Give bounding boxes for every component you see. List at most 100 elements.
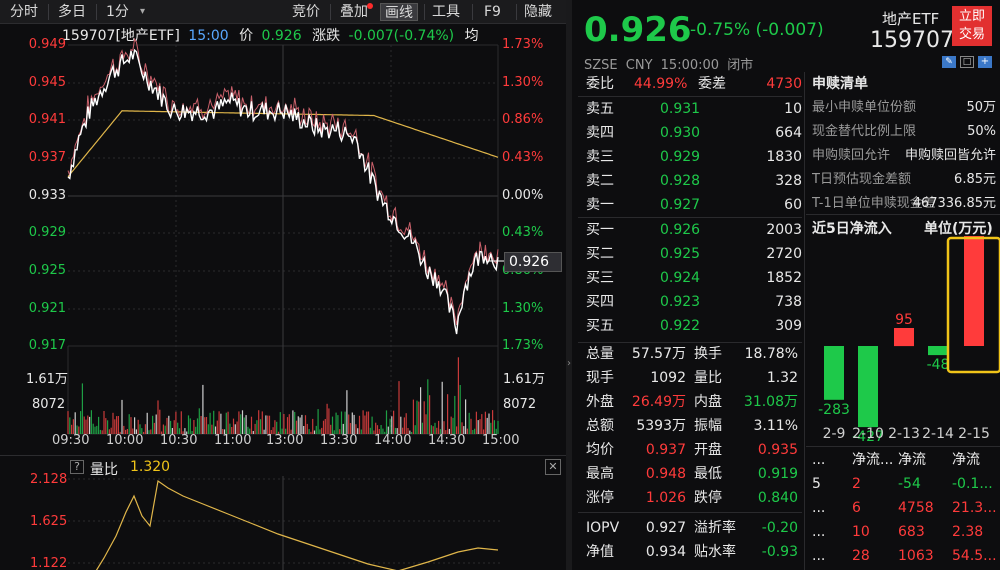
divider (578, 217, 802, 218)
ask-level-label: 卖一 (586, 197, 614, 213)
redemption-list: 申赎清单 最小申赎单位份额 50万 现金替代比例上限 50% 申购赎回允许 申购赎回皆允许… (812, 72, 1000, 216)
period-dropdown-icon[interactable]: ▾ (140, 6, 146, 17)
volume-bar (90, 410, 92, 434)
flow-cell: 6 (852, 500, 861, 516)
volume-bar (456, 426, 458, 434)
current-price-tag: 0.926 (504, 252, 562, 272)
ask-level-label: 卖二 (586, 173, 614, 189)
volume-bar (161, 431, 163, 434)
bid-volume: 2003 (766, 222, 802, 238)
volume-bar (231, 427, 233, 434)
volume-bar (105, 418, 107, 434)
overlay-button[interactable]: 叠加 (340, 4, 368, 20)
volume-bar (439, 429, 441, 434)
stat-value: -0.20 (761, 520, 798, 536)
volume-tick: 1.61万 (26, 372, 68, 387)
volume-bar (306, 423, 308, 434)
redemption-title: 申赎清单 (812, 76, 868, 92)
tab-multi-day[interactable]: 多日 (58, 4, 86, 20)
volume-bar (283, 414, 285, 434)
bid-row[interactable]: 买三 0.924 1852 (586, 266, 802, 290)
volume-bar (241, 410, 244, 434)
bid-volume: 738 (775, 294, 802, 310)
stat-label: 溢折率 (694, 520, 736, 536)
volume-ratio-label: 量比 (90, 462, 118, 478)
bid-row[interactable]: 买五 0.922 309 (586, 314, 802, 338)
volume-bar (135, 429, 137, 434)
help-icon[interactable]: ? (70, 460, 84, 474)
price-tick: 0.921 (28, 301, 66, 316)
volume-bar (317, 409, 319, 434)
volume-tick: 1.61万 (503, 372, 545, 387)
volume-bar (85, 419, 87, 434)
volume-bar (107, 420, 109, 434)
trade-now-button[interactable]: 立即 交易 (952, 6, 992, 46)
time-axis: 09:30 10:00 10:30 11:00 13:00 13:30 14:0… (0, 433, 566, 453)
chart-toolbar: 分时 多日 1分 ▾ 竞价 叠加 画线 工具 F9 隐藏 (0, 0, 566, 24)
collapse-arrow-icon[interactable]: › (567, 358, 571, 369)
volume-bar (74, 412, 76, 434)
volume-bar (173, 420, 175, 434)
time-tick: 11:00 (214, 433, 252, 448)
tab-1min[interactable]: 1分 (106, 4, 129, 20)
volume-bar (81, 383, 83, 434)
volume-bar (447, 394, 449, 434)
flow-cell: 2 (852, 476, 861, 492)
volume-bar (425, 414, 427, 434)
flow-cell: 21.3... (952, 500, 997, 516)
redemption-label: 最小申赎单位份额 (812, 100, 917, 115)
volume-bar (436, 427, 438, 434)
volume-bar (101, 430, 103, 434)
ask-price: 0.927 (660, 197, 701, 213)
ask-row[interactable]: 卖五 0.931 10 (586, 97, 802, 121)
volume-bar (427, 379, 429, 434)
volume-bar (277, 431, 280, 434)
volume-bar (292, 410, 294, 434)
redemption-row: 申购赎回允许 申购赎回皆允许 (812, 144, 996, 168)
bid-row[interactable]: 买一 0.926 2003 (586, 218, 802, 242)
flow-cell: 5 (812, 476, 821, 492)
redemption-value: 50万 (966, 100, 996, 115)
volume-bar (263, 429, 265, 434)
highlight-box (946, 236, 1000, 374)
wei-bi-label: 委比 (586, 76, 614, 92)
draw-line-button[interactable]: 画线 (380, 3, 418, 21)
hide-button[interactable]: 隐藏 (524, 4, 552, 20)
close-icon[interactable]: ✕ (545, 459, 561, 475)
tools-button[interactable]: 工具 (432, 4, 460, 20)
bid-row[interactable]: 买四 0.923 738 (586, 290, 802, 314)
auction-button[interactable]: 竞价 (292, 4, 320, 20)
volume-bar (261, 411, 263, 434)
ask-row[interactable]: 卖三 0.929 1830 (586, 145, 802, 169)
stat-label: 涨停 (586, 490, 614, 506)
bid-row[interactable]: 买二 0.925 2720 (586, 242, 802, 266)
volume-bar (256, 420, 258, 434)
stat-row: IOPV 0.927 溢折率 -0.20 (586, 516, 802, 540)
window-icon[interactable]: □ (960, 56, 974, 68)
intraday-chart[interactable] (0, 24, 566, 458)
edit-icon[interactable]: ✎ (942, 56, 956, 68)
ask-row[interactable]: 卖二 0.928 328 (586, 169, 802, 193)
ask-row[interactable]: 卖一 0.927 60 (586, 193, 802, 217)
percent-tick: 0.86% (502, 112, 544, 127)
stat-label: 跌停 (694, 490, 722, 506)
tab-intraday[interactable]: 分时 (10, 4, 38, 20)
volume-bar (281, 428, 283, 434)
toolbar-divider (48, 4, 49, 20)
toolbar-divider (472, 4, 473, 20)
ask-volume: 664 (775, 125, 802, 141)
add-icon[interactable]: + (978, 56, 992, 68)
percent-tick: 0.43% (502, 225, 544, 240)
volume-bar (150, 429, 152, 434)
panel-splitter[interactable] (566, 0, 572, 570)
volume-bar (157, 400, 159, 434)
netflow-bar (824, 346, 844, 400)
ask-row[interactable]: 卖四 0.930 664 (586, 121, 802, 145)
f9-button[interactable]: F9 (484, 4, 501, 20)
volume-bar (121, 399, 123, 434)
flow-cell: 1063 (898, 548, 934, 564)
divider (578, 96, 802, 97)
volume-bar (378, 429, 380, 434)
redemption-value: 6.85元 (954, 172, 996, 187)
volume-bar (223, 429, 226, 434)
